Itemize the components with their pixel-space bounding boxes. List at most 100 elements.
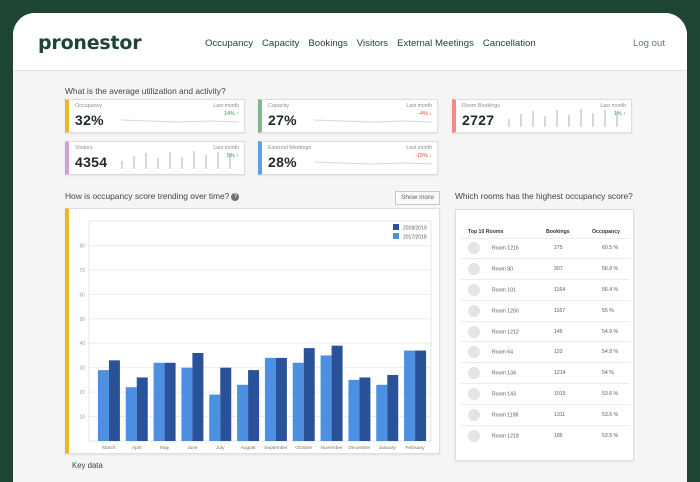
kpi-label: Capacity [268,103,289,109]
kpi-spark-bar [229,154,231,169]
kpi-label: Visitors [75,145,93,151]
occupancy-cell: 53.5 % [592,424,630,446]
kpi-label: Occupancy [75,103,102,109]
nav-capacity[interactable]: Capacity [262,38,300,49]
bar-2018/2019 [108,360,120,441]
kpi-spark-bar [592,113,594,127]
key-data-title: Key data [72,461,103,470]
kpi-sparkline [508,109,618,127]
kpi-spark-bar [544,116,546,127]
kpi-value: 27% [268,112,297,128]
table-row[interactable]: Room 64 122 54.8 % [460,341,630,363]
table-row[interactable]: Room 1218 186 53.5 % [460,424,630,446]
kpi-sparkline [120,119,240,123]
kpi-change-value: -4% [418,111,428,117]
room-name: Room 1218 [492,433,519,440]
kpi-trend-line [120,119,240,123]
room-cell: Room 1200 [460,299,546,322]
kpi-change-value: 1% [614,111,622,117]
pronestor-logo[interactable]: pronestor [38,32,142,54]
app-window: pronestor Occupancy Capacity Bookings Vi… [13,13,687,482]
kpi-change-value: 14% [224,111,235,117]
kpi-spark-bar [508,119,510,127]
room-cell: Room 1218 [460,424,546,446]
room-cell: Room 64 [460,341,546,363]
bar-2018/2019 [192,353,204,441]
kpi-card-external-meetings[interactable]: External Meetings 28% Last month -15% ↓ [258,141,438,175]
table-row[interactable]: Room 1200 1167 55 % [460,299,630,322]
kpi-spark-bar [556,110,558,127]
utilization-title: What is the average utilization and acti… [65,86,226,96]
legend-label: 2017/2018 [403,235,427,241]
bar-2017/2018 [181,367,193,441]
nav-bookings[interactable]: Bookings [308,38,348,49]
logout-link[interactable]: Log out [632,38,665,49]
table-row[interactable]: Room 143 1015 53.6 % [460,383,630,405]
nav-external-meetings[interactable]: External Meetings [397,38,474,49]
occupancy-trend-chart: 10 20 30 40 50 60 70 80 March April May June July Aug… [79,220,432,451]
bookings-cell: 307 [546,258,592,280]
x-tick-label: November [321,445,344,451]
table-row[interactable]: Room 134 1214 54 % [460,362,630,384]
main-nav: Occupancy Capacity Bookings Visitors Ext… [205,38,545,49]
table-row[interactable]: Room 1212 146 54.9 % [460,320,630,342]
x-tick-label: October [295,445,312,451]
y-tick-label: 10 [79,415,85,421]
kpi-change-value: 5% [227,153,235,159]
bookings-cell: 1214 [546,362,592,384]
kpi-card-visitors[interactable]: Visitors 4354 Last month 5% ↑ [65,141,245,175]
kpi-card-capacity[interactable]: Capacity 27% Last month -4% ↓ [258,99,438,133]
bookings-cell: 275 [546,237,592,259]
room-cell: Room 1212 [460,320,546,342]
room-cell: Room 143 [460,383,546,405]
room-name: Room 134 [492,370,516,377]
nav-visitors[interactable]: Visitors [356,38,389,49]
bar-2017/2018 [320,355,332,441]
room-cell: Room 134 [460,362,546,384]
show-more-button[interactable]: Show more [395,191,440,205]
kpi-last-month: Last month [406,103,432,109]
kpi-spark-bar [532,111,534,127]
room-name: Room 80 [492,266,514,273]
occupancy-cell: 54 % [592,362,630,384]
bookings-cell: 1167 [546,299,592,322]
kpi-spark-bar [121,161,123,169]
occupancy-cell: 53.6 % [592,383,630,405]
table-row[interactable]: Room 1198 1311 53.6 % [460,403,630,426]
table-row[interactable]: Room 1216 275 60.5 % [460,237,630,259]
room-avatar-icon [468,429,480,442]
y-tick-label: 70 [79,268,85,274]
x-tick-label: March [102,445,116,451]
x-tick-label: April [132,445,142,451]
bar-2017/2018 [209,394,221,441]
room-cell: Room 80 [460,258,546,280]
nav-cancellation[interactable]: Cancellation [482,38,536,49]
kpi-last-month: Last month [213,103,239,109]
y-tick-label: 30 [79,366,85,372]
kpi-value: 32% [75,112,104,128]
x-tick-label: December [348,445,371,451]
kpi-change: 1% ↑ [614,111,626,117]
y-tick-label: 40 [79,341,85,347]
kpi-spark-bar [157,158,159,169]
help-icon[interactable]: ? [231,193,240,201]
kpi-trend-line [313,161,433,165]
x-tick-label: June [187,445,198,451]
kpi-card-occupancy[interactable]: Occupancy 32% Last month 14% ↑ [65,99,245,133]
kpi-spark-bar [193,151,195,169]
bar-2018/2019 [164,362,176,441]
table-row[interactable]: Room 101 1164 56.4 % [460,279,630,301]
nav-occupancy[interactable]: Occupancy [205,38,253,49]
x-tick-label: February [405,445,425,451]
trend-up-arrow-icon: ↑ [236,153,239,159]
bar-2017/2018 [404,350,416,441]
kpi-value: 28% [268,154,297,170]
top-rooms-table: Top 10 Rooms Bookings Occupancy Room 121… [460,226,630,446]
trend-up-arrow-icon: ↑ [236,111,239,117]
room-name: Room 101 [492,287,516,294]
occupancy-cell: 53.6 % [592,403,630,426]
bar-2018/2019 [303,348,315,441]
x-tick-label: July [216,445,225,451]
table-row[interactable]: Room 80 307 56.8 % [460,258,630,280]
kpi-card-room-bookings[interactable]: Room Bookings 2727 Last month 1% ↑ [452,99,632,133]
